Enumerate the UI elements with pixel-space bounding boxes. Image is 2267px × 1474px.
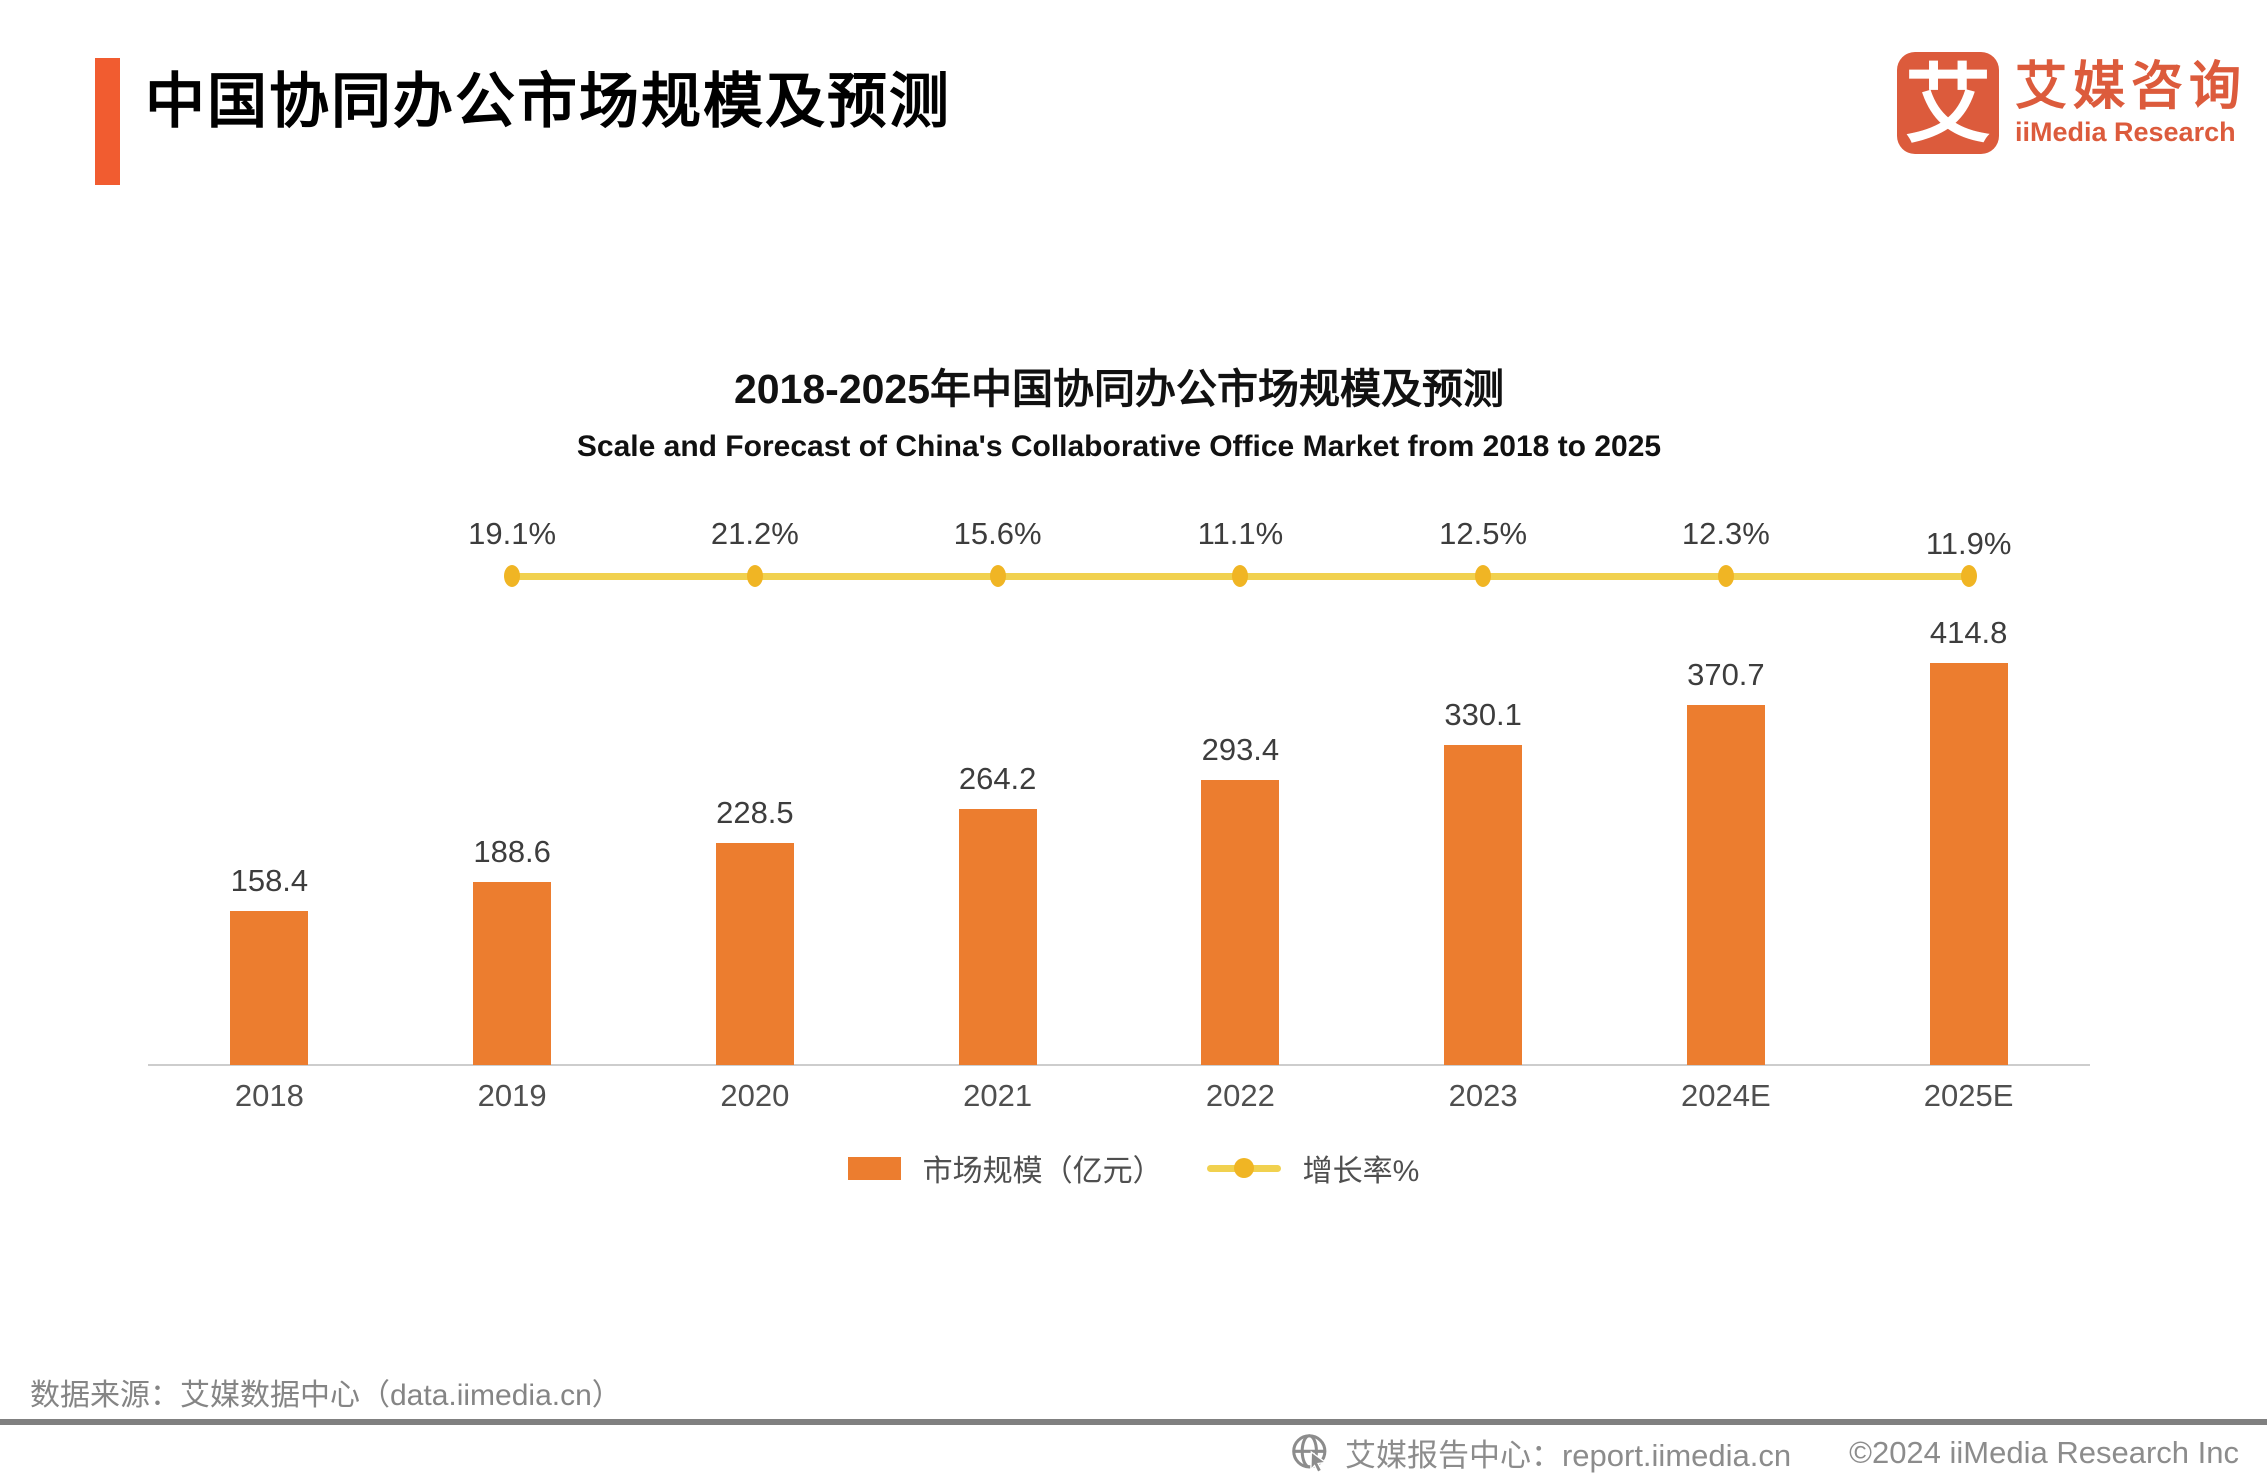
page-title: 中国协同办公市场规模及预测 bbox=[145, 68, 951, 135]
growth-dot bbox=[1232, 565, 1249, 587]
legend-line-swatch bbox=[1206, 1158, 1281, 1178]
bar-2024E bbox=[1686, 705, 1765, 1065]
bar-2025E bbox=[1929, 663, 2008, 1065]
iimedia-logo: 艾 艾媒咨询 iiMedia Research bbox=[1896, 52, 2247, 154]
x-axis-label: 2018 bbox=[234, 1078, 304, 1113]
footer: 艾媒报告中心：report.iimedia.cn ©2024 iiMedia R… bbox=[1289, 1430, 2239, 1474]
bar-value-label: 330.1 bbox=[1444, 697, 1522, 732]
growth-percent-label: 11.1% bbox=[1197, 516, 1284, 551]
bar-2023 bbox=[1444, 745, 1523, 1065]
growth-percent-label: 11.9% bbox=[1925, 526, 2012, 561]
legend-bar-label: 市场规模（亿元） bbox=[922, 1155, 1163, 1188]
chart-title: 2018-2025年中国协同办公市场规模及预测 bbox=[733, 366, 1505, 412]
growth-percent-label: 15.6% bbox=[953, 516, 1042, 551]
iimedia-logo-icon: 艾 bbox=[1896, 52, 1999, 154]
growth-dot bbox=[504, 565, 521, 587]
x-axis-label: 2020 bbox=[720, 1078, 790, 1113]
bar-value-label: 228.5 bbox=[716, 795, 794, 830]
chart-subtitle: Scale and Forecast of China's Collaborat… bbox=[576, 430, 1662, 463]
growth-dot bbox=[1717, 565, 1734, 587]
growth-percent-label: 12.3% bbox=[1681, 516, 1770, 551]
legend-line-label: 增长率% bbox=[1302, 1155, 1420, 1188]
x-axis-line bbox=[148, 1064, 2090, 1066]
growth-dot bbox=[1960, 565, 1977, 587]
footer-divider bbox=[0, 1419, 2267, 1425]
legend-line-dot bbox=[1233, 1158, 1254, 1178]
growth-dot bbox=[989, 565, 1006, 587]
growth-dot bbox=[746, 565, 763, 587]
x-axis-label: 2021 bbox=[963, 1078, 1033, 1113]
globe-cursor-icon bbox=[1292, 1433, 1328, 1473]
growth-percent-label: 19.1% bbox=[468, 516, 557, 551]
bar-value-label: 264.2 bbox=[958, 761, 1037, 796]
bar-2020 bbox=[715, 843, 794, 1065]
footer-copyright: ©2024 iiMedia Research Inc bbox=[1849, 1434, 2239, 1470]
x-axis-label: 2019 bbox=[477, 1078, 547, 1113]
x-axis-label: 2024E bbox=[1681, 1078, 1771, 1113]
bar-value-label: 414.8 bbox=[1929, 615, 2008, 650]
bar-value-label: 158.4 bbox=[230, 863, 309, 898]
bar-value-label: 370.7 bbox=[1687, 657, 1765, 692]
chart-plot: 158.4 2018 188.6 2019 19.1% 228.5 2020 21.2% 264… bbox=[148, 500, 2090, 1120]
bar-value-label: 188.6 bbox=[473, 834, 551, 869]
logo-glyph: 艾 bbox=[1904, 57, 1991, 153]
growth-percent-label: 12.5% bbox=[1439, 516, 1528, 551]
growth-dot bbox=[1475, 565, 1492, 587]
x-axis-label: 2022 bbox=[1205, 1078, 1275, 1113]
legend-bar-swatch bbox=[847, 1156, 901, 1180]
x-axis-label: 2023 bbox=[1448, 1078, 1518, 1113]
header-accent-bar bbox=[95, 58, 120, 185]
logo-brand-en: iiMedia Research bbox=[2014, 116, 2236, 147]
bar-value-label: 293.4 bbox=[1201, 732, 1280, 767]
x-axis-label: 2025E bbox=[1923, 1078, 2014, 1113]
data-source-note: 数据来源：艾媒数据中心（data.iimedia.cn） bbox=[30, 1379, 622, 1412]
bar-2018 bbox=[230, 911, 309, 1065]
bar-2019 bbox=[473, 882, 552, 1065]
logo-brand-cn: 艾媒咨询 bbox=[2014, 57, 2247, 116]
footer-report-center: 艾媒报告中心：report.iimedia.cn bbox=[1344, 1438, 1792, 1473]
bar-2022 bbox=[1201, 780, 1280, 1065]
chart-legend: 市场规模（亿元） 增长率% bbox=[0, 1146, 2267, 1190]
growth-percent-label: 21.2% bbox=[710, 516, 799, 551]
logo-text: 艾媒咨询 iiMedia Research bbox=[2014, 57, 2247, 148]
bar-2021 bbox=[958, 809, 1037, 1065]
